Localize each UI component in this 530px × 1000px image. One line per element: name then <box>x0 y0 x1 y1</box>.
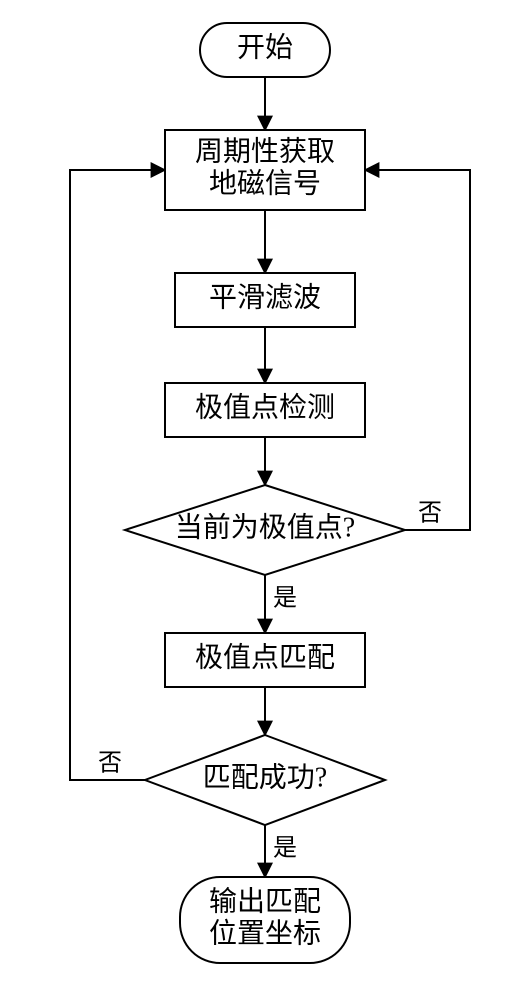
edge-label-matchOK-output: 是 <box>273 836 297 862</box>
svg-text:位置坐标: 位置坐标 <box>209 918 321 950</box>
edge-label-matchOK-acquire: 否 <box>98 751 122 777</box>
svg-text:地磁信号: 地磁信号 <box>209 168 321 200</box>
edge-isExt-acquire <box>365 170 470 530</box>
svg-text:匹配成功?: 匹配成功? <box>203 761 327 793</box>
edge-matchOK-acquire <box>70 170 165 780</box>
svg-text:周期性获取: 周期性获取 <box>195 135 335 167</box>
svg-text:极值点检测: 极值点检测 <box>195 391 335 423</box>
svg-text:平滑滤波: 平滑滤波 <box>209 281 321 313</box>
flowchart-nodes: 开始周期性获取地磁信号平滑滤波极值点检测当前为极值点? 极值点匹配匹配成功? 输出匹… <box>125 23 405 963</box>
svg-text:输出匹配: 输出匹配 <box>209 885 321 917</box>
edge-label-isExt-acquire: 否 <box>418 501 442 527</box>
svg-text:当前为极值点?: 当前为极值点? <box>175 511 355 543</box>
svg-text:极值点匹配: 极值点匹配 <box>195 641 335 673</box>
edge-label-isExt-match: 是 <box>273 586 297 612</box>
svg-text:开始: 开始 <box>237 31 293 63</box>
